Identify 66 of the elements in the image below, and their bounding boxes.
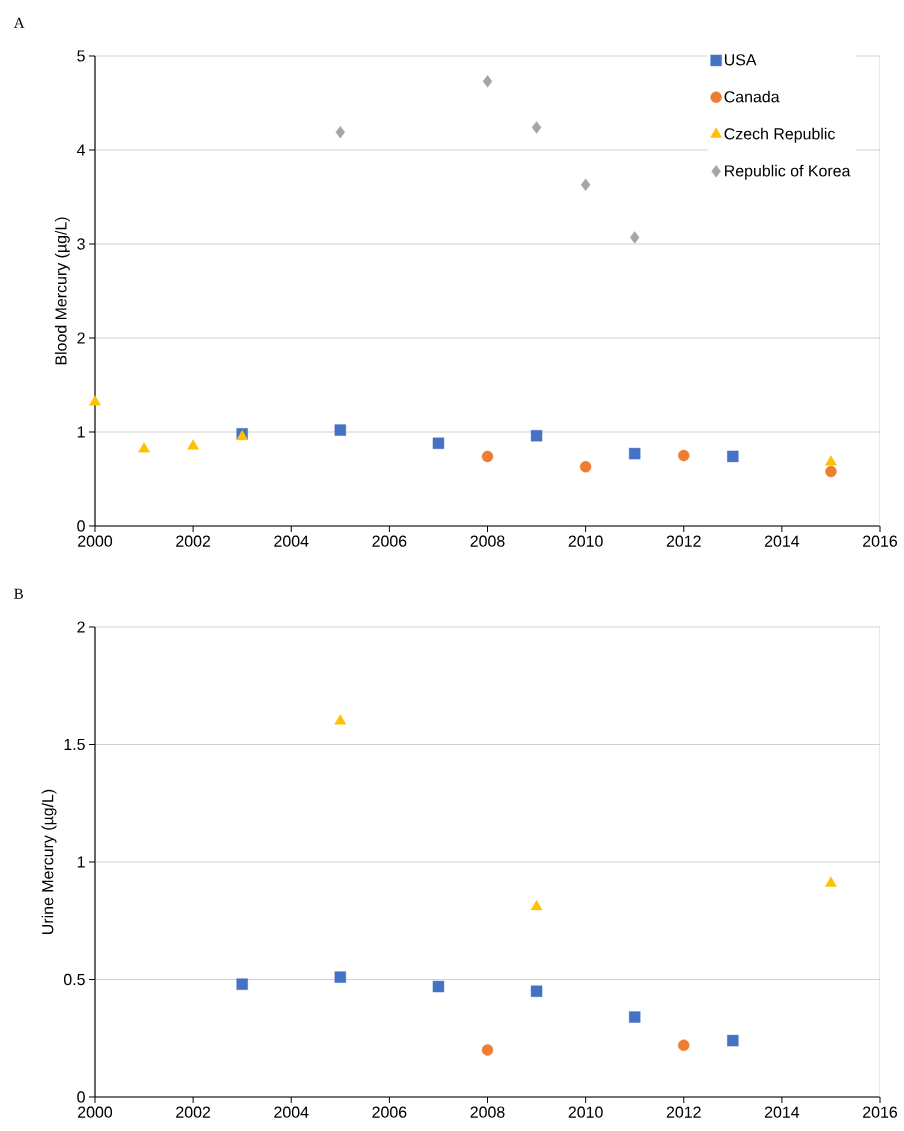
y-axis-title: Urine Mercury (µg/L) bbox=[41, 789, 57, 934]
point bbox=[530, 985, 543, 997]
point bbox=[580, 178, 591, 191]
x-tick-label: 2010 bbox=[568, 535, 603, 547]
y-tick-label: 3 bbox=[77, 238, 85, 250]
x-tick-label: 2002 bbox=[176, 535, 211, 547]
x-tick-label: 2000 bbox=[78, 535, 113, 547]
y-tick-label: 5 bbox=[77, 50, 85, 62]
point bbox=[579, 461, 592, 473]
point bbox=[628, 447, 641, 460]
point bbox=[530, 430, 543, 442]
y-tick-label: 2 bbox=[77, 621, 85, 633]
point bbox=[334, 714, 347, 725]
y-tick-label: 0 bbox=[77, 520, 85, 532]
legend-label: USA bbox=[724, 54, 757, 66]
x-tick-label: 2004 bbox=[274, 535, 309, 547]
chart-title: A bbox=[13, 17, 25, 28]
x-tick-label: 2008 bbox=[470, 535, 505, 547]
x-tick-label: 2000 bbox=[78, 1106, 113, 1118]
x-tick-label: 2012 bbox=[666, 535, 701, 547]
y-tick-label: 0 bbox=[77, 1091, 85, 1103]
y-tick-label: 2 bbox=[77, 332, 85, 344]
y-tick-label: 0.5 bbox=[63, 973, 85, 986]
point bbox=[678, 1039, 690, 1051]
point bbox=[481, 1044, 494, 1056]
point bbox=[481, 450, 494, 463]
x-tick-label: 2006 bbox=[372, 535, 407, 547]
point bbox=[138, 442, 150, 453]
x-tick-label: 2014 bbox=[764, 1106, 800, 1118]
y-tick-label: 1 bbox=[77, 426, 85, 438]
point bbox=[530, 899, 543, 911]
y-tick-label: 1.5 bbox=[64, 738, 85, 751]
x-tick-label: 2016 bbox=[863, 1106, 898, 1118]
point bbox=[89, 395, 101, 406]
x-tick-label: 2012 bbox=[666, 1106, 701, 1118]
point bbox=[335, 125, 346, 139]
point bbox=[825, 465, 837, 478]
x-tick-label: 2014 bbox=[764, 535, 800, 547]
y-tick-label: 1 bbox=[77, 856, 85, 868]
point bbox=[727, 1034, 739, 1047]
point bbox=[236, 978, 248, 990]
y-tick-label: 4 bbox=[76, 144, 86, 156]
x-tick-label: 2006 bbox=[372, 1106, 407, 1118]
point bbox=[432, 437, 445, 449]
x-tick-label: 2008 bbox=[470, 1106, 505, 1118]
point bbox=[531, 121, 542, 134]
point bbox=[628, 1011, 641, 1023]
legend-label: Canada bbox=[724, 90, 780, 103]
point bbox=[334, 424, 347, 436]
x-tick-label: 2002 bbox=[176, 1106, 211, 1118]
x-tick-label: 2010 bbox=[568, 1106, 603, 1118]
point bbox=[482, 75, 493, 88]
point bbox=[678, 449, 690, 462]
legend-label: Republic of Korea bbox=[725, 164, 851, 180]
legend-label: Czech Republic bbox=[724, 127, 835, 143]
x-tick-label: 2004 bbox=[274, 1106, 309, 1118]
y-axis-title: Blood Mercury (µg/L) bbox=[54, 217, 70, 365]
point bbox=[629, 231, 640, 244]
point bbox=[334, 971, 347, 983]
point bbox=[825, 455, 837, 466]
point bbox=[825, 876, 837, 887]
chart-title: B bbox=[14, 588, 23, 599]
x-tick-label: 2016 bbox=[863, 535, 898, 547]
point bbox=[432, 980, 445, 993]
point bbox=[187, 439, 199, 450]
point bbox=[727, 450, 739, 463]
